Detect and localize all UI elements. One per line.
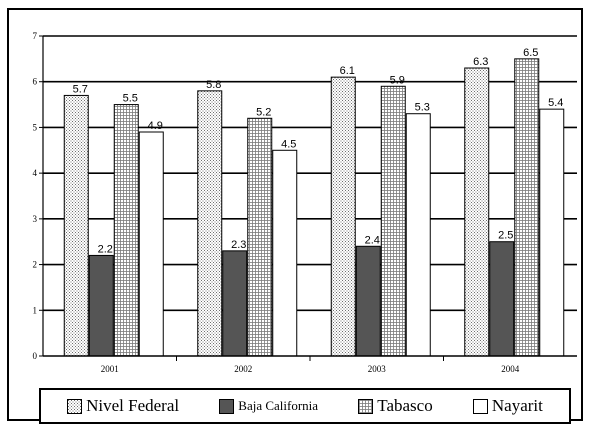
bar-nayarit-2004 (539, 108, 565, 357)
legend-label: Nivel Federal (86, 396, 180, 415)
y-tick-label: 0 (33, 351, 38, 361)
data-label: 5.4 (548, 97, 563, 109)
bar-nivel-federal-2001 (63, 94, 89, 357)
data-label: 5.2 (256, 106, 271, 118)
bar-baja-california-2002 (222, 250, 248, 357)
y-tick-label: 2 (33, 260, 38, 270)
y-tick-label: 7 (33, 31, 38, 41)
legend-item-baja-california: Baja California (219, 398, 318, 414)
x-tick-label: 2004 (501, 364, 520, 374)
data-label: 2.2 (98, 243, 113, 255)
legend-label: Baja California (238, 398, 319, 413)
bar-tabasco-2003 (380, 85, 406, 357)
legend-item-tabasco: Tabasco (358, 396, 433, 416)
data-label: 6.3 (473, 56, 488, 68)
data-label: 6.1 (340, 65, 355, 77)
y-tick-label: 6 (33, 77, 38, 87)
data-label: 5.5 (123, 93, 138, 105)
bar-baja-california-2004 (489, 241, 515, 357)
legend-label: Nayarit (491, 396, 543, 415)
y-tick-label: 1 (33, 305, 38, 315)
bar-tabasco-2004 (514, 58, 540, 357)
bar-chart: 5.7 2.2 5.5 4.9 5.8 2.3 5.2 4.5 6.1 2.4 5.9 5.3 6.3 2… (33, 31, 577, 374)
bar-baja-california-2001 (88, 254, 114, 357)
bar-nivel-federal-2003 (330, 76, 356, 357)
x-tick-label: 2001 (101, 364, 119, 374)
legend-swatch-dots (67, 398, 83, 414)
chart-frame: 5.7 2.2 5.5 4.9 5.8 2.3 5.2 4.5 6.1 2.4 5.9 5.3 6.3 2… (7, 8, 583, 424)
data-label: 2.3 (231, 239, 246, 251)
x-tick-label: 2003 (368, 364, 387, 374)
bar-nayarit-2003 (405, 113, 431, 357)
data-label: 4.9 (148, 120, 163, 132)
legend-swatch-grid (358, 398, 374, 414)
data-label: 2.5 (498, 230, 513, 242)
legend-swatch-white (472, 398, 488, 414)
legend-label: Tabasco (377, 396, 433, 415)
y-tick-label: 5 (33, 122, 38, 132)
bar-nivel-federal-2002 (197, 90, 223, 357)
legend-item-nivel-federal: Nivel Federal (67, 396, 179, 416)
bar-nayarit-2002 (272, 149, 298, 357)
data-label: 4.5 (281, 138, 296, 150)
y-tick-label: 3 (33, 214, 38, 224)
bar-nayarit-2001 (138, 131, 164, 357)
data-label: 5.8 (206, 79, 221, 91)
bar-tabasco-2002 (247, 117, 273, 357)
data-label: 5.9 (390, 74, 405, 86)
bar-nivel-federal-2004 (464, 67, 490, 357)
legend: Nivel Federal Baja California Tabasco Na… (39, 388, 571, 424)
data-label: 5.7 (73, 83, 88, 95)
y-tick-label: 4 (33, 168, 38, 178)
bar-baja-california-2003 (355, 245, 381, 357)
data-label: 6.5 (523, 47, 538, 59)
bar-tabasco-2001 (113, 104, 139, 357)
x-tick-label: 2002 (234, 364, 252, 374)
legend-swatch-solid (219, 398, 235, 414)
data-label: 2.4 (365, 234, 380, 246)
legend-item-nayarit: Nayarit (472, 396, 543, 416)
data-label: 5.3 (415, 102, 430, 114)
